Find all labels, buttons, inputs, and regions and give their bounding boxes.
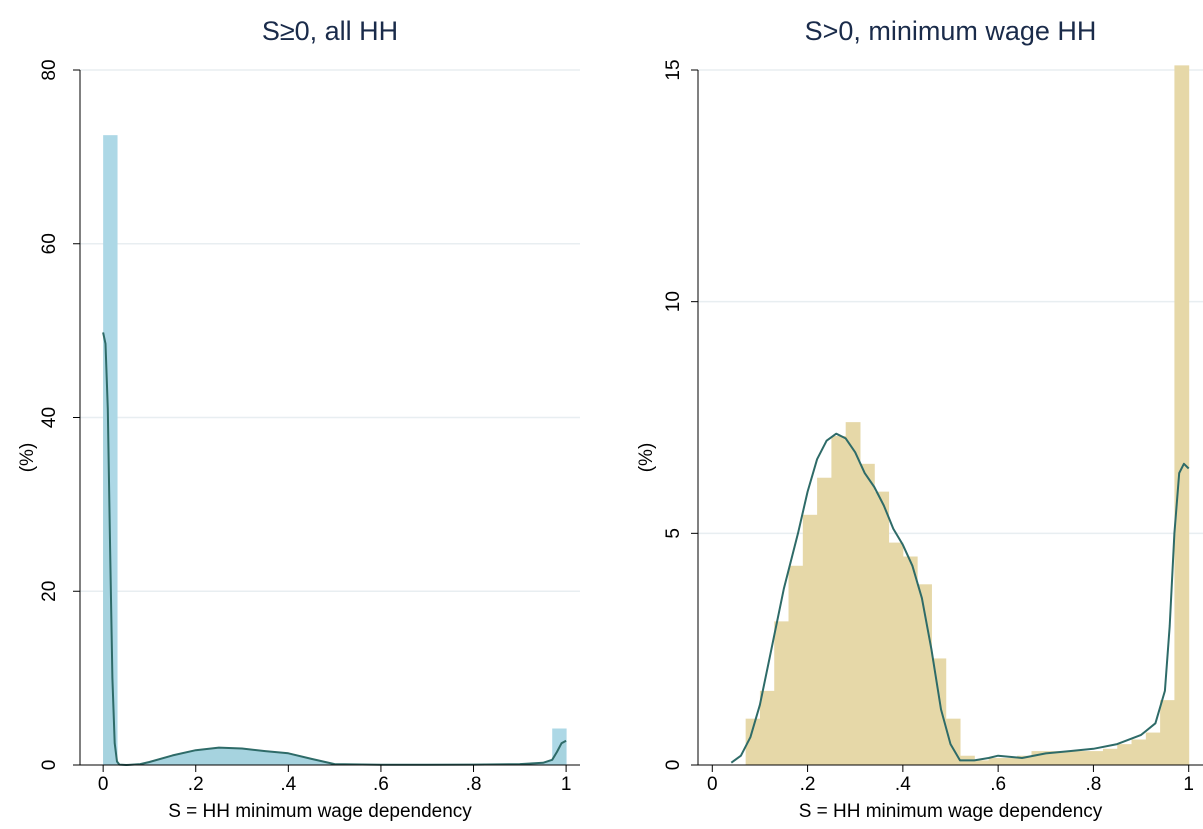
histogram-bar <box>988 758 1004 765</box>
y-tick-label: 0 <box>39 760 60 771</box>
histogram-bar <box>817 477 832 765</box>
histogram-bar <box>802 514 818 765</box>
histogram-bar <box>931 658 947 765</box>
x-tick-label: 1 <box>561 774 572 795</box>
histogram-bar <box>745 718 761 765</box>
histogram-bar <box>1017 755 1032 765</box>
histogram-bar <box>974 760 990 765</box>
y-tick-label: 60 <box>39 233 60 254</box>
y-tick-label: 20 <box>39 581 60 602</box>
y-axis-label: (%) <box>636 443 657 473</box>
x-tick-label: .4 <box>895 774 911 795</box>
density-curve <box>102 332 567 766</box>
histogram-bar <box>902 556 918 765</box>
y-tick-label: 80 <box>39 59 60 80</box>
histogram-bar <box>1131 739 1147 765</box>
histogram-bar <box>888 542 904 765</box>
histogram-bar <box>845 422 861 765</box>
y-tick-label: 10 <box>663 291 684 312</box>
histogram-bar <box>1102 748 1118 765</box>
histogram-bar <box>774 621 790 765</box>
histogram-bar <box>1074 751 1090 765</box>
density-curve <box>730 432 1190 764</box>
x-tick-label: 1 <box>1183 774 1194 795</box>
histogram-bar <box>1160 700 1175 765</box>
x-tick-label: 0 <box>707 774 718 795</box>
density-area <box>103 332 567 765</box>
histogram-bar <box>831 436 847 765</box>
x-tick-label: .2 <box>188 774 204 795</box>
x-tick-label: .8 <box>466 774 482 795</box>
y-tick-label: 15 <box>663 59 684 80</box>
histogram-bar <box>1002 758 1018 765</box>
y-tick-label: 40 <box>39 407 60 428</box>
x-tick-label: .6 <box>373 774 389 795</box>
y-axis-label: (%) <box>17 443 38 473</box>
histogram-bar <box>1060 751 1075 765</box>
histogram-bar <box>788 565 804 765</box>
histogram-bar <box>1045 751 1061 765</box>
x-tick-label: .2 <box>800 774 816 795</box>
chart-title: S≥0, all HH <box>262 16 398 46</box>
histogram-bar <box>759 690 775 765</box>
x-axis-label: S = HH minimum wage dependency <box>168 801 472 822</box>
panel-left: 0 .2 .4 .6 .8 1 0 20 40 60 80 (%) S = HH minimum wag… <box>17 16 580 822</box>
x-tick-label: .8 <box>1085 774 1101 795</box>
x-tick-label: 0 <box>98 774 109 795</box>
histogram-bar <box>859 463 875 765</box>
histogram-bar <box>1145 732 1161 765</box>
histogram-bar <box>1117 744 1133 765</box>
x-tick-label: .6 <box>990 774 1006 795</box>
x-axis-label: S = HH minimum wage dependency <box>799 801 1103 822</box>
x-tick-label: .4 <box>280 774 296 795</box>
histogram-bar <box>874 491 890 765</box>
histogram-bar <box>1174 65 1190 765</box>
y-tick-label: 0 <box>663 760 684 771</box>
chart-title: S>0, minimum wage HH <box>805 16 1097 46</box>
y-tick-label: 5 <box>663 528 684 539</box>
histogram-bar <box>1088 751 1104 765</box>
